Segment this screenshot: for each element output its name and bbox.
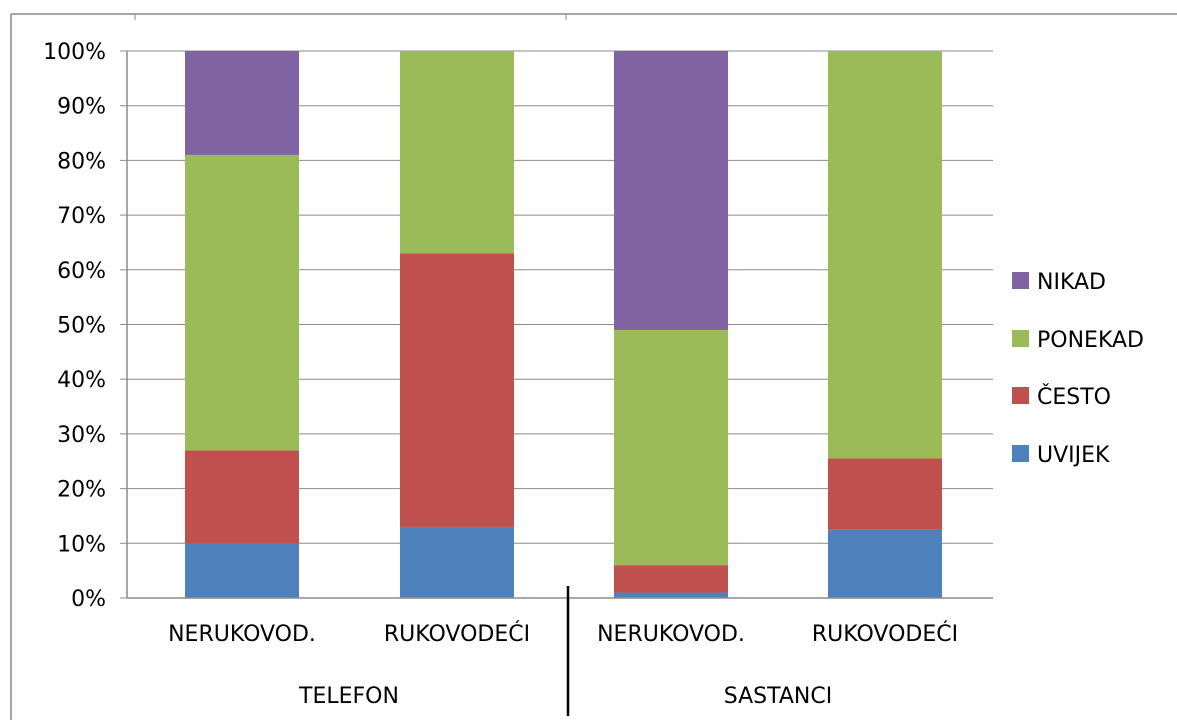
bar-segment-ponekad: [400, 51, 514, 254]
y-tick-label: 30%: [57, 423, 106, 448]
y-tick-label: 100%: [43, 40, 106, 65]
legend-label-ponekad: PONEKAD: [1037, 328, 1144, 353]
bar-segment-nikad: [185, 51, 299, 155]
y-tick-label: 0%: [71, 587, 106, 612]
bar-segment-uvijek: [614, 592, 728, 598]
bar-segment-ponekad: [185, 154, 299, 451]
bar-segment-ponekad: [828, 51, 942, 459]
y-tick-label: 40%: [57, 368, 106, 393]
x-category-label: NERUKOVOD.: [597, 622, 745, 647]
y-tick-label: 50%: [57, 314, 106, 339]
group-label: SASTANCI: [724, 684, 832, 709]
legend: NIKAD PONEKAD ČESTO UVIJEK: [1012, 270, 1144, 468]
y-tick-label: 90%: [57, 95, 106, 120]
bar-segment-uvijek: [185, 543, 299, 598]
y-tick-labels: 0% 10% 20% 30% 40% 50% 60% 70% 80% 90% 100%: [43, 40, 106, 612]
group-label: TELEFON: [298, 684, 399, 709]
y-tick-label: 70%: [57, 204, 106, 229]
x-category-label: RUKOVODEĆI: [812, 621, 958, 647]
legend-swatch-uvijek: [1012, 445, 1029, 462]
group-labels: TELEFON SASTANCI: [298, 684, 832, 709]
bar-segment-ponekad: [614, 329, 728, 566]
legend-swatch-nikad: [1012, 272, 1029, 289]
legend-label-uvijek: UVIJEK: [1037, 443, 1110, 468]
bar-segment-uvijek: [828, 529, 942, 598]
axes: [120, 50, 993, 716]
legend-swatch-ponekad: [1012, 330, 1029, 347]
bar-segment-često: [400, 253, 514, 527]
y-tick-label: 80%: [57, 149, 106, 174]
y-tick-label: 60%: [57, 259, 106, 284]
x-category-label: NERUKOVOD.: [168, 622, 316, 647]
legend-label-nikad: NIKAD: [1037, 270, 1106, 295]
legend-label-često: ČESTO: [1037, 384, 1111, 410]
bars: [185, 51, 942, 598]
bar-segment-uvijek: [400, 526, 514, 598]
bar-segment-često: [828, 458, 942, 530]
x-category-label: RUKOVODEĆI: [384, 621, 530, 647]
legend-swatch-često: [1012, 387, 1029, 404]
y-tick-label: 10%: [57, 532, 106, 557]
x-category-labels: NERUKOVOD. RUKOVODEĆI NERUKOVOD. RUKOVODEĆI: [168, 621, 958, 647]
chart-frame: [10, 13, 1177, 720]
bar-segment-često: [614, 565, 728, 593]
y-tick-label: 20%: [57, 478, 106, 503]
bar-segment-nikad: [614, 51, 728, 330]
bar-segment-često: [185, 450, 299, 544]
